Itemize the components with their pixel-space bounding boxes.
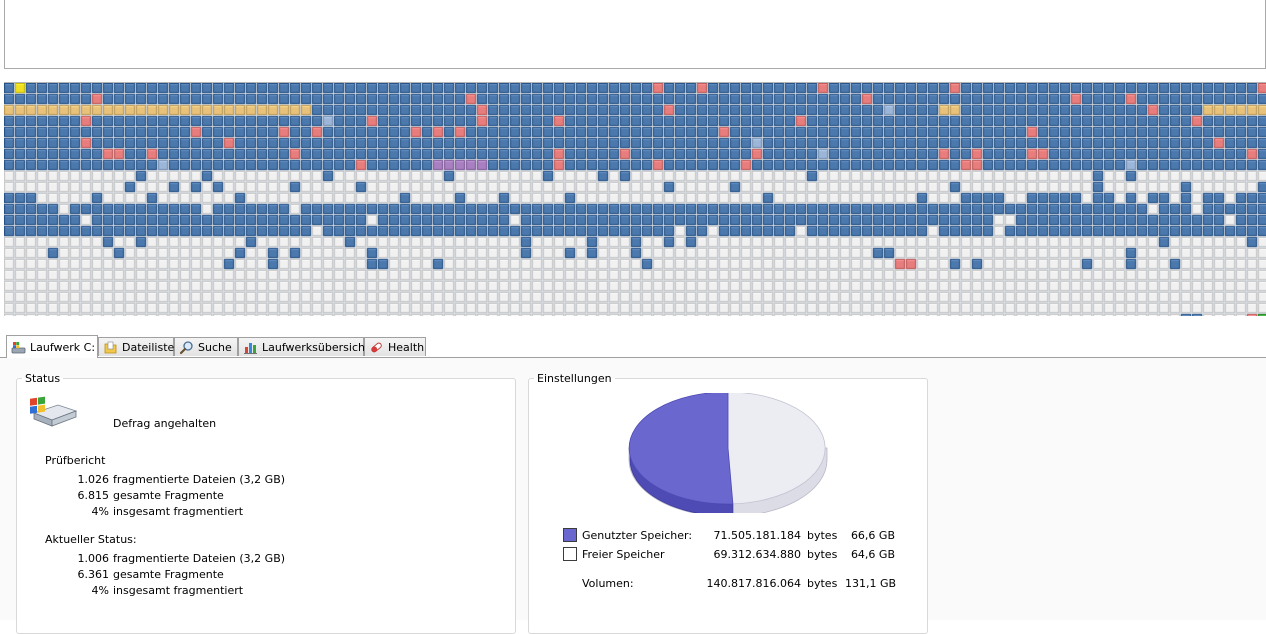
tab-health-label: Health	[388, 340, 425, 354]
report-total-fragments-value: 6.815	[77, 489, 110, 502]
tab-drive-c[interactable]: Laufwerk C:	[6, 335, 98, 358]
defrag-state-text: Defrag angehalten	[113, 417, 217, 430]
current-fragmented-files-label: fragmentierte Dateien (3,2 GB)	[113, 552, 286, 565]
top-info-panel	[4, 0, 1266, 69]
tab-drive-overview[interactable]: Laufwerksübersicht	[238, 337, 369, 356]
current-total-fragments-value: 6.361	[77, 568, 110, 581]
disk-cluster-map[interactable]	[4, 82, 1266, 316]
volume-unit: bytes	[807, 577, 838, 590]
current-total-fragments-label: gesamte Fragmente	[113, 568, 224, 581]
report-percent-value: 4%	[91, 505, 109, 518]
drive-icon	[11, 340, 26, 355]
report-heading: Prüfbericht	[45, 454, 106, 467]
current-percent-label: insgesamt fragmentiert	[113, 584, 244, 597]
free-space-bytes: 69.312.634.880	[713, 548, 801, 561]
report-fragmented-files-value: 1.026	[77, 473, 110, 486]
current-status-heading: Aktueller Status:	[45, 533, 137, 546]
volume-label: Volumen:	[582, 577, 634, 590]
used-space-label: Genutzter Speicher:	[582, 529, 693, 542]
volume-size: 131,1 GB	[845, 577, 897, 590]
chart-icon	[243, 340, 258, 355]
free-space-size: 64,6 GB	[850, 548, 895, 561]
report-total-fragments-label: gesamte Fragmente	[113, 489, 224, 502]
tab-health[interactable]: Health	[364, 337, 426, 356]
current-percent-value: 4%	[91, 584, 109, 597]
health-icon	[369, 340, 384, 355]
used-space-swatch	[563, 528, 577, 542]
tab-drive-overview-label: Laufwerksübersicht	[262, 340, 370, 354]
search-icon	[179, 340, 194, 355]
disk-usage-pie-chart	[628, 393, 828, 513]
free-space-unit: bytes	[807, 548, 838, 561]
tab-file-list[interactable]: Dateiliste	[98, 337, 174, 356]
current-fragmented-files-value: 1.006	[77, 552, 110, 565]
free-space-swatch	[563, 547, 577, 561]
report-percent-label: insgesamt fragmentiert	[113, 505, 244, 518]
free-space-label: Freier Speicher	[582, 548, 665, 561]
pie-used-slice	[628, 393, 734, 505]
settings-group: Einstellungen Genutzter Speicher: 71.505…	[528, 372, 928, 634]
settings-group-title: Einstellungen	[537, 372, 612, 385]
tab-drive-c-label: Laufwerk C:	[30, 340, 96, 354]
tab-content-drive-c: Status Defrag angehalten Prüfbericht 1.0…	[0, 358, 1266, 634]
tab-search[interactable]: Suche	[174, 337, 238, 356]
report-fragmented-files-label: fragmentierte Dateien (3,2 GB)	[113, 473, 286, 486]
pie-free-slice	[727, 393, 826, 505]
volume-bytes: 140.817.816.064	[706, 577, 801, 590]
tab-file-list-label: Dateiliste	[122, 340, 175, 354]
used-space-size: 66,6 GB	[850, 529, 895, 542]
hard-drive-icon	[28, 395, 78, 430]
tab-search-label: Suche	[198, 340, 232, 354]
used-space-bytes: 71.505.181.184	[713, 529, 801, 542]
cluster-map-canvas[interactable]	[4, 83, 1266, 316]
folder-icon	[103, 340, 118, 355]
status-group: Status Defrag angehalten Prüfbericht 1.0…	[16, 372, 516, 634]
status-group-title: Status	[25, 372, 61, 385]
tab-strip: Laufwerk C: Dateiliste Suche	[0, 335, 1266, 358]
used-space-unit: bytes	[807, 529, 838, 542]
